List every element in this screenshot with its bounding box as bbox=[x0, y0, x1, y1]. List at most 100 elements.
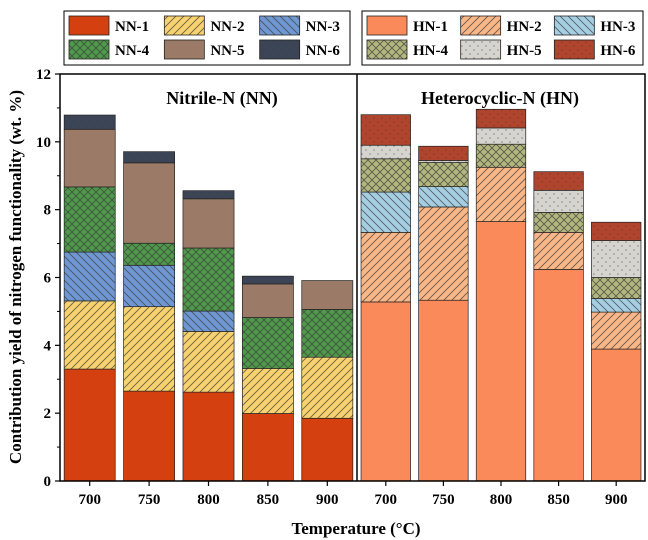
y-axis: 0 2 4 6 8 10 12 bbox=[36, 67, 60, 490]
bar-hn-5-700 bbox=[361, 145, 411, 159]
legend-swatch-hn-3 bbox=[554, 16, 594, 35]
bar-nn-1-850 bbox=[242, 414, 293, 481]
bar-hn-3-750 bbox=[419, 187, 469, 207]
bar-hn-2-700 bbox=[361, 232, 411, 302]
y-tick-label: 0 bbox=[44, 474, 52, 490]
x-tick-label: 750 bbox=[138, 492, 161, 508]
legend-swatch-nn-4 bbox=[69, 40, 109, 59]
bar-nn-6-800 bbox=[183, 191, 234, 199]
bar-hn-4-800 bbox=[476, 144, 526, 167]
legend-swatch-hn-5 bbox=[461, 40, 501, 59]
y-tick-label: 10 bbox=[36, 135, 51, 151]
bar-nn-5-750 bbox=[124, 163, 175, 243]
panel-title-nitrile: Nitrile-N (NN) bbox=[166, 88, 277, 109]
bar-nn-4-900 bbox=[302, 309, 353, 357]
legend-label-nn-4: NN-4 bbox=[115, 43, 150, 59]
bar-nn-4-800 bbox=[183, 248, 234, 311]
bar-hn-5-800 bbox=[476, 128, 526, 144]
bar-hn-1-900 bbox=[591, 349, 641, 481]
bar-hn-3-700 bbox=[361, 192, 411, 232]
legend-label-hn-5: HN-5 bbox=[507, 43, 542, 59]
y-tick-label: 8 bbox=[44, 203, 52, 219]
bar-hn-4-900 bbox=[591, 278, 641, 299]
legend-label-hn-4: HN-4 bbox=[413, 43, 448, 59]
x-tick-label: 850 bbox=[257, 492, 280, 508]
legend-nitrile: NN-1 NN-2 NN-3 NN-4 NN-5 NN-6 bbox=[64, 11, 350, 65]
bar-nn-4-700 bbox=[64, 187, 115, 252]
legend-heterocyclic: HN-1 HN-2 HN-3 HN-4 HN-5 HN-6 bbox=[362, 11, 643, 65]
legend-swatch-hn-2 bbox=[461, 16, 501, 35]
bar-nn-3-750 bbox=[124, 265, 175, 306]
bar-nn-3-800 bbox=[183, 311, 234, 331]
x-axis-title: Temperature (°C) bbox=[291, 519, 420, 538]
bar-hn-6-850 bbox=[534, 172, 584, 191]
x-tick-label: 700 bbox=[78, 492, 101, 508]
bar-nn-3-700 bbox=[64, 252, 115, 301]
bar-hn-6-700 bbox=[361, 115, 411, 146]
bar-nn-6-750 bbox=[124, 152, 175, 163]
bar-hn-6-900 bbox=[591, 222, 641, 240]
bar-nn-6-850 bbox=[242, 276, 293, 284]
bar-nn-2-800 bbox=[183, 331, 234, 392]
legend-swatch-nn-5 bbox=[164, 40, 204, 59]
bar-nn-1-900 bbox=[302, 418, 353, 481]
bar-nn-5-700 bbox=[64, 129, 115, 187]
bar-nn-2-850 bbox=[242, 368, 293, 413]
legend-swatch-nn-2 bbox=[164, 16, 204, 35]
y-tick-label: 4 bbox=[44, 338, 52, 354]
legend-swatch-nn-3 bbox=[260, 16, 300, 35]
bar-hn-4-700 bbox=[361, 159, 411, 192]
legend-swatch-nn-6 bbox=[260, 40, 300, 59]
bar-hn-2-750 bbox=[419, 207, 469, 300]
y-axis-title: Contribution yield of nitrogen functiona… bbox=[6, 90, 25, 464]
bar-hn-4-850 bbox=[534, 212, 584, 232]
x-tick-label: 900 bbox=[605, 492, 628, 508]
bar-hn-1-850 bbox=[534, 269, 584, 481]
bar-nn-4-850 bbox=[242, 318, 293, 369]
x-tick-label: 850 bbox=[547, 492, 570, 508]
panel-title-heterocyclic: Heterocyclic-N (HN) bbox=[421, 88, 579, 109]
bar-nn-1-700 bbox=[64, 369, 115, 481]
bar-hn-1-700 bbox=[361, 302, 411, 481]
bar-hn-4-750 bbox=[419, 163, 469, 187]
legend-label-nn-1: NN-1 bbox=[115, 19, 149, 35]
bar-hn-3-900 bbox=[591, 299, 641, 313]
bar-nn-1-800 bbox=[183, 392, 234, 481]
bar-hn-6-750 bbox=[419, 146, 469, 160]
bar-nn-2-900 bbox=[302, 357, 353, 418]
bar-nn-2-700 bbox=[64, 301, 115, 369]
bar-hn-5-850 bbox=[534, 190, 584, 212]
legend-swatch-nn-1 bbox=[69, 16, 109, 35]
legend-label-hn-2: HN-2 bbox=[507, 19, 542, 35]
legend-label-nn-5: NN-5 bbox=[210, 43, 244, 59]
y-tick-label: 6 bbox=[44, 271, 52, 287]
bar-hn-6-800 bbox=[476, 109, 526, 128]
legend-label-hn-6: HN-6 bbox=[600, 43, 635, 59]
bar-nn-6-700 bbox=[64, 115, 115, 129]
legend-label-hn-1: HN-1 bbox=[413, 19, 448, 35]
x-tick-label: 900 bbox=[316, 492, 339, 508]
legend-swatch-hn-4 bbox=[367, 40, 407, 59]
bar-hn-1-750 bbox=[419, 300, 469, 481]
x-tick-label: 800 bbox=[197, 492, 220, 508]
legend-label-nn-6: NN-6 bbox=[306, 43, 341, 59]
legend-swatch-hn-6 bbox=[554, 40, 594, 59]
bar-nn-5-850 bbox=[242, 284, 293, 318]
bar-hn-1-800 bbox=[476, 222, 526, 481]
bar-nn-4-750 bbox=[124, 243, 175, 265]
legend-label-hn-3: HN-3 bbox=[600, 19, 635, 35]
x-tick-label: 800 bbox=[490, 492, 513, 508]
bar-hn-5-900 bbox=[591, 241, 641, 278]
bar-hn-2-850 bbox=[534, 232, 584, 269]
bar-hn-2-900 bbox=[591, 312, 641, 349]
bars bbox=[64, 109, 641, 481]
x-tick-label: 750 bbox=[432, 492, 455, 508]
x-axis: 700 750 800 850 900 700 750 800 850 900 bbox=[78, 481, 627, 508]
y-tick-label: 2 bbox=[44, 406, 52, 422]
x-tick-label: 700 bbox=[375, 492, 398, 508]
bar-nn-5-800 bbox=[183, 199, 234, 248]
bar-nn-5-900 bbox=[302, 281, 353, 310]
bar-hn-2-800 bbox=[476, 167, 526, 221]
legend-label-nn-3: NN-3 bbox=[306, 19, 340, 35]
